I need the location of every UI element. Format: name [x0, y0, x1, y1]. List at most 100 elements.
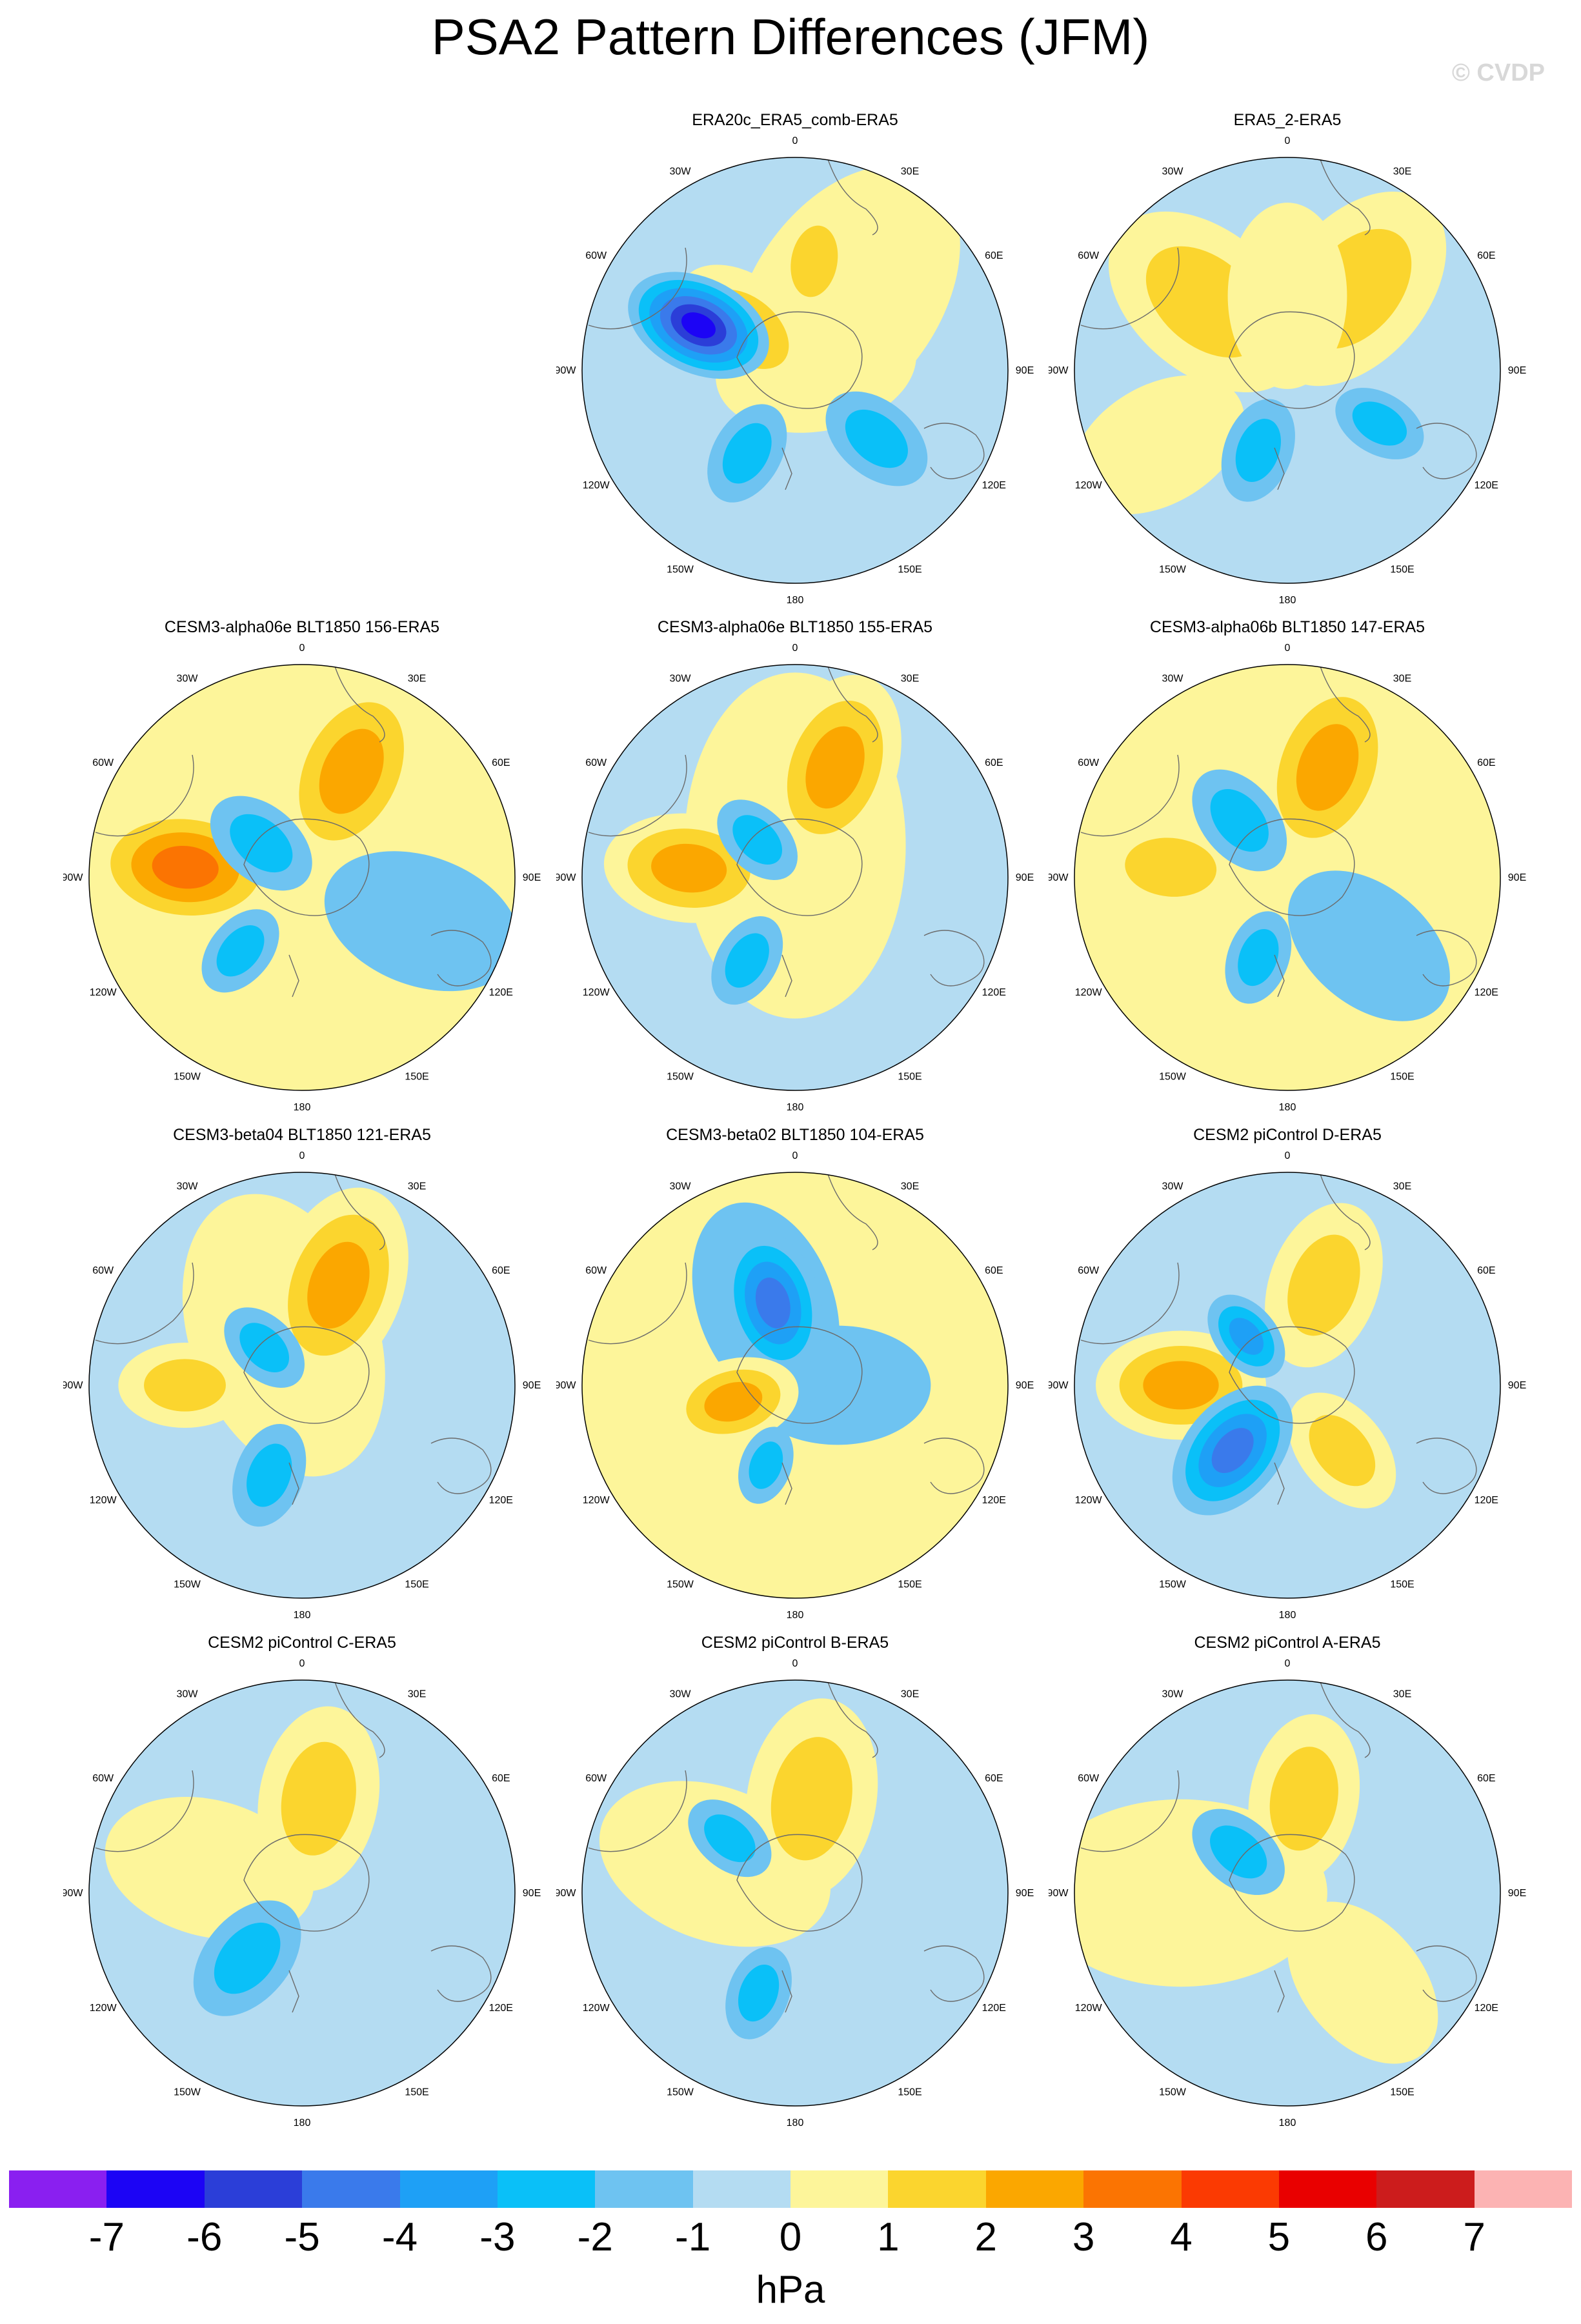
- coastline: [1080, 157, 1477, 490]
- colorbar-cell: [399, 2170, 498, 2208]
- longitude-label: 60W: [1078, 1265, 1100, 1276]
- longitude-label: 60W: [92, 757, 114, 768]
- longitude-label: 120E: [982, 1495, 1006, 1506]
- anomaly-contour: [230, 814, 293, 873]
- panel-title: CESM3-beta04 BLT1850 121-ERA5: [173, 1126, 431, 1144]
- map-border: [88, 664, 516, 1091]
- longitude-label: 120W: [1075, 480, 1103, 491]
- panel-title: CESM3-alpha06e BLT1850 156-ERA5: [164, 618, 440, 636]
- longitude-label: 120E: [489, 1495, 513, 1506]
- longitude-label: 150W: [174, 1071, 201, 1082]
- longitude-label: 90E: [1016, 365, 1034, 376]
- longitude-label: 30E: [901, 1181, 919, 1192]
- longitude-label: 120E: [982, 2003, 1006, 2014]
- longitude-label: 30E: [408, 1689, 426, 1700]
- coastline: [588, 1172, 985, 1505]
- panel-title: CESM2 piControl B-ERA5: [701, 1634, 889, 1652]
- colorbar-tick: 0: [779, 2215, 802, 2259]
- longitude-label: 180: [1279, 1102, 1296, 1113]
- colorbar-tick: 1: [877, 2215, 900, 2259]
- longitude-label: 90E: [1016, 872, 1034, 883]
- anomaly-contour: [239, 1323, 290, 1373]
- colorbar-cell: [9, 2170, 107, 2208]
- anomaly-contour: [725, 933, 769, 988]
- map-panel: CESM3-beta02 BLT1850 104-ERA5 0 30E 60E 90E 1…: [556, 1126, 1034, 1629]
- colorbar-cell: [302, 2170, 400, 2208]
- longitude-label: 120W: [90, 987, 117, 998]
- colorbar-tick-labels: -7 -6 -5 -4 -3 -2 -1 0 1 2 3 4 5 6 7: [0, 2214, 1581, 2266]
- map-border: [88, 1679, 516, 2107]
- main-title: PSA2 Pattern Differences (JFM): [431, 8, 1150, 65]
- longitude-label: 30E: [1393, 674, 1411, 685]
- longitude-label: 120W: [583, 987, 610, 998]
- anomaly-contour: [307, 1241, 370, 1329]
- longitude-label: 60W: [92, 1265, 114, 1276]
- anomaly-contour: [805, 726, 865, 809]
- longitude-label: 60E: [492, 757, 510, 768]
- longitude-label: 150E: [1390, 564, 1414, 575]
- longitude-label: 150E: [898, 2087, 921, 2098]
- colorbar-cell: [985, 2170, 1084, 2208]
- longitude-label: 120W: [90, 1495, 117, 1506]
- longitude-label: 90W: [1049, 1380, 1069, 1391]
- colorbar-tick: -6: [186, 2215, 223, 2259]
- anomaly-contour: [722, 423, 772, 484]
- longitude-label: 60W: [1078, 250, 1100, 261]
- panel-title: ERA5_2-ERA5: [1233, 111, 1342, 129]
- longitude-label: 60E: [1477, 1265, 1495, 1276]
- longitude-label: 90W: [556, 1380, 576, 1391]
- longitude-label: 150W: [1159, 1579, 1187, 1590]
- anomaly-contour: [281, 1741, 356, 1856]
- longitude-label: 180: [294, 2118, 311, 2129]
- anomaly-contour: [845, 409, 908, 468]
- longitude-label: 150E: [1390, 2087, 1414, 2098]
- anomaly-contour: [681, 312, 716, 339]
- anomaly-contour: [749, 1441, 783, 1489]
- anomaly-contour: [1125, 837, 1217, 897]
- longitude-label: 60E: [492, 1265, 510, 1276]
- anomaly-contour: [732, 815, 783, 865]
- longitude-label: 180: [787, 1102, 804, 1113]
- longitude-label: 120E: [489, 987, 513, 998]
- longitude-label: 150W: [1159, 1071, 1187, 1082]
- longitude-label: 150W: [667, 2087, 694, 2098]
- longitude-label: 180: [294, 1610, 311, 1621]
- anomaly-contour: [738, 1964, 780, 2022]
- longitude-label: 30E: [408, 674, 426, 685]
- polar-map: 0 30E 60E 90E 120E 150E 180 150W 120W 90W 60W 30W: [556, 135, 1034, 606]
- anomaly-contour: [1287, 870, 1450, 1021]
- longitude-label: 60W: [585, 250, 607, 261]
- map-border: [581, 157, 1009, 584]
- longitude-label: 30E: [1393, 166, 1411, 177]
- longitude-label: 180: [787, 595, 804, 606]
- panel-title: CESM3-alpha06e BLT1850 155-ERA5: [657, 618, 933, 636]
- longitude-label: 30W: [1162, 1689, 1184, 1700]
- map-panel: CESM2 piControl C-ERA5 0 30E 60E 90E 120E 150E…: [63, 1634, 541, 2137]
- longitude-label: 150E: [898, 564, 921, 575]
- map-panel: ERA20c_ERA5_comb-ERA5 0 30E 60E 90E 120E 150E 1…: [556, 111, 1034, 614]
- anomaly-contour: [790, 225, 838, 297]
- map-panel: CESM2 piControl A-ERA5 0 30E 60E 90E 120E 150E…: [1049, 1634, 1526, 2137]
- colorbar-cell: [1181, 2170, 1279, 2208]
- longitude-label: 120E: [489, 2003, 513, 2014]
- longitude-label: 30W: [1162, 674, 1184, 685]
- longitude-label: 60W: [585, 1265, 607, 1276]
- colorbar-cell: [692, 2170, 790, 2208]
- anomaly-contour: [1210, 788, 1269, 852]
- longitude-label: 90E: [1016, 1380, 1034, 1391]
- colorbar-cell: [1474, 2170, 1572, 2208]
- longitude-label: 120W: [583, 1495, 610, 1506]
- longitude-label: 150W: [667, 1579, 694, 1590]
- panel-title: CESM2 piControl D-ERA5: [1193, 1126, 1382, 1144]
- anomaly-contour: [1210, 1825, 1267, 1879]
- colorbar-tick: 6: [1365, 2215, 1388, 2259]
- longitude-label: 0: [299, 1150, 305, 1161]
- longitude-label: 90W: [556, 1888, 576, 1899]
- longitude-label: 150W: [174, 1579, 201, 1590]
- longitude-label: 150W: [667, 564, 694, 575]
- colorbar-cell: [106, 2170, 205, 2208]
- colorbar-tick: 5: [1267, 2215, 1291, 2259]
- map-border: [581, 664, 1009, 1091]
- longitude-label: 30E: [1393, 1181, 1411, 1192]
- map-panel: CESM3-alpha06e BLT1850 155-ERA5 0 30E 60E 90…: [556, 618, 1034, 1121]
